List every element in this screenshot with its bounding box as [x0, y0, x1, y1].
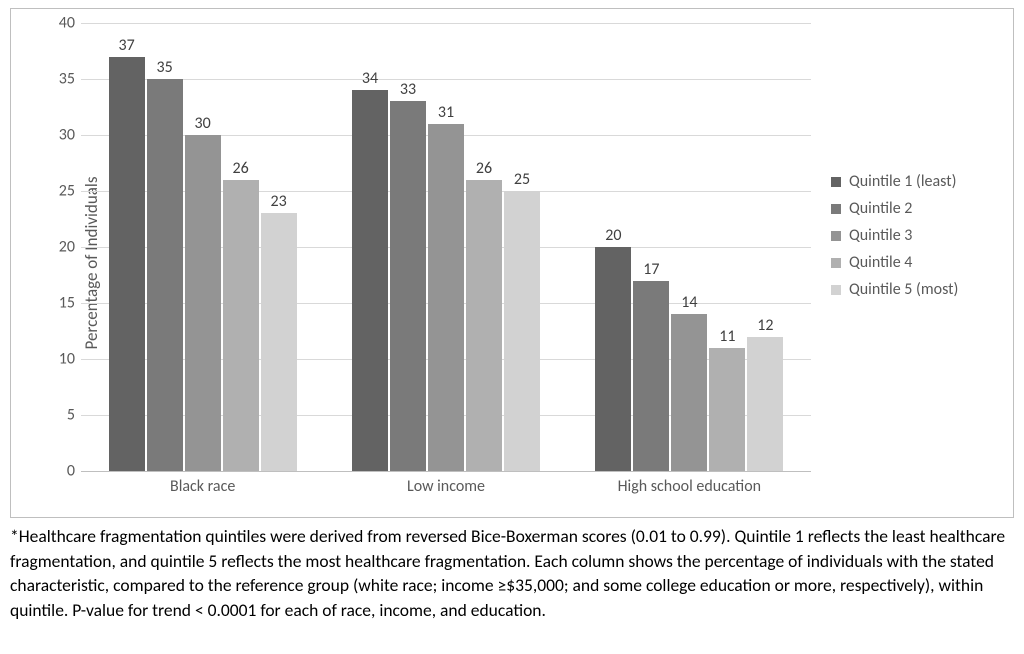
bar-group: 3735302623Black race [81, 23, 324, 471]
legend-swatch [831, 258, 841, 268]
bar-value-label: 11 [719, 327, 735, 346]
bar-groups: 3735302623Black race3433312625Low income… [81, 23, 811, 471]
legend-label: Quintile 3 [849, 226, 912, 245]
bar [352, 90, 388, 471]
legend-swatch [831, 177, 841, 187]
y-tick-label: 15 [47, 294, 75, 313]
bar-wrap: 25 [503, 23, 541, 471]
group-label: High school education [568, 471, 811, 496]
bar-value-label: 26 [476, 159, 492, 178]
y-tick-label: 30 [47, 126, 75, 145]
group-label: Low income [324, 471, 567, 496]
bar [504, 191, 540, 471]
legend-swatch [831, 231, 841, 241]
bar [633, 281, 669, 471]
y-tick-label: 0 [47, 462, 75, 481]
bar-wrap: 31 [427, 23, 465, 471]
bar-value-label: 12 [757, 316, 773, 335]
legend-item: Quintile 1 (least) [831, 172, 1001, 191]
bar-wrap: 26 [465, 23, 503, 471]
bar-wrap: 37 [108, 23, 146, 471]
bar [709, 348, 745, 471]
legend-label: Quintile 1 (least) [849, 172, 956, 191]
bar [428, 124, 464, 471]
legend-item: Quintile 4 [831, 253, 1001, 272]
bar-wrap: 11 [708, 23, 746, 471]
bar-value-label: 37 [119, 36, 135, 55]
bar-wrap: 35 [146, 23, 184, 471]
bar-wrap: 12 [746, 23, 784, 471]
legend-label: Quintile 4 [849, 253, 912, 272]
legend-label: Quintile 5 (most) [849, 280, 958, 299]
plot-area: 0510152025303540 3735302623Black race343… [81, 23, 811, 471]
bar-value-label: 26 [233, 159, 249, 178]
bar [466, 180, 502, 471]
bar-value-label: 34 [362, 69, 378, 88]
bar [747, 337, 783, 471]
caption-text: *Healthcare fragmentation quintiles were… [10, 524, 1014, 622]
y-tick-label: 5 [47, 406, 75, 425]
bar-wrap: 26 [222, 23, 260, 471]
bar-wrap: 20 [594, 23, 632, 471]
bar-value-label: 30 [195, 114, 211, 133]
legend-item: Quintile 5 (most) [831, 280, 1001, 299]
y-tick-label: 10 [47, 350, 75, 369]
legend: Quintile 1 (least) Quintile 2 Quintile 3 Qu… [831, 164, 1001, 307]
bar-wrap: 14 [670, 23, 708, 471]
bar-value-label: 25 [514, 170, 530, 189]
y-tick-label: 20 [47, 238, 75, 257]
bar-value-label: 14 [681, 293, 697, 312]
bar-group: 2017141112High school education [568, 23, 811, 471]
bar [109, 57, 145, 471]
legend-label: Quintile 2 [849, 199, 912, 218]
bar-value-label: 17 [643, 260, 659, 279]
bar [185, 135, 221, 471]
y-tick-label: 25 [47, 182, 75, 201]
bar-value-label: 35 [157, 58, 173, 77]
legend-swatch [831, 204, 841, 214]
bar-wrap: 33 [389, 23, 427, 471]
bar [390, 101, 426, 471]
bar-value-label: 20 [605, 226, 621, 245]
bar-value-label: 31 [438, 103, 454, 122]
y-tick-label: 35 [47, 70, 75, 89]
legend-item: Quintile 2 [831, 199, 1001, 218]
bar-wrap: 23 [260, 23, 298, 471]
bar-wrap: 30 [184, 23, 222, 471]
bar [261, 213, 297, 471]
bar-value-label: 33 [400, 80, 416, 99]
bar [223, 180, 259, 471]
chart-container: Percentage of Individuals 05101520253035… [10, 8, 1014, 518]
bar-wrap: 17 [632, 23, 670, 471]
bar [671, 314, 707, 471]
bar-wrap: 34 [351, 23, 389, 471]
bar-group: 3433312625Low income [324, 23, 567, 471]
legend-item: Quintile 3 [831, 226, 1001, 245]
bar [147, 79, 183, 471]
y-tick-label: 40 [47, 14, 75, 33]
bar-value-label: 23 [271, 192, 287, 211]
legend-swatch [831, 285, 841, 295]
group-label: Black race [81, 471, 324, 496]
bar [595, 247, 631, 471]
